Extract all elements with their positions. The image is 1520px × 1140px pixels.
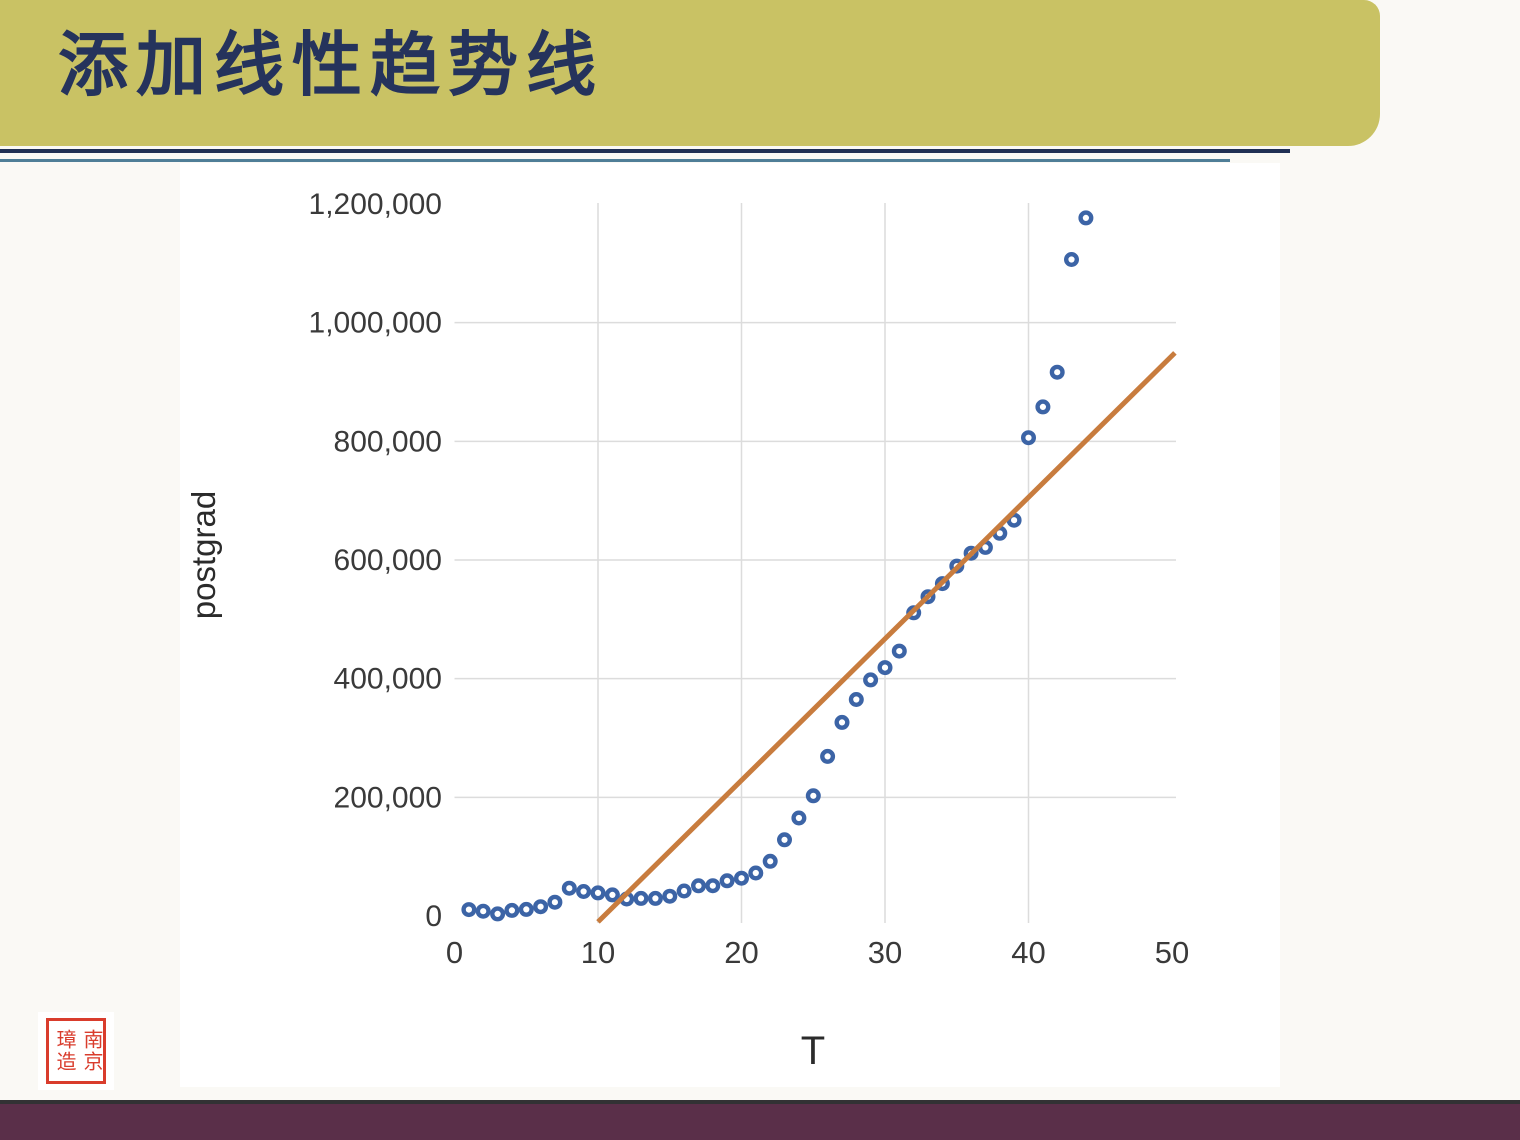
data-point — [1035, 399, 1051, 415]
scatter-chart-panel: 0 200,000 400,000 600,000 800,000 1,000,000 1,… — [180, 163, 1280, 1087]
y-axis-tick-label: 400,000 — [334, 663, 442, 696]
data-point — [533, 899, 549, 915]
data-point — [475, 903, 491, 919]
data-point — [1049, 364, 1065, 380]
divider-navy — [0, 149, 1290, 153]
data-point — [791, 810, 807, 826]
data-point — [820, 748, 836, 764]
seal-text-right: 南京 — [80, 1029, 104, 1073]
y-axis-tick-label: 1,200,000 — [309, 188, 442, 221]
data-point — [518, 901, 534, 917]
x-axis-tick-label: 30 — [868, 935, 902, 970]
data-point — [719, 873, 735, 889]
y-axis-tick-label: 0 — [425, 900, 442, 933]
seal-frame: 南京 璋造 — [46, 1018, 106, 1084]
data-point — [461, 902, 477, 918]
data-point — [1021, 430, 1037, 446]
data-point — [561, 880, 577, 896]
data-point — [662, 888, 678, 904]
y-axis-tick-label: 800,000 — [334, 425, 442, 458]
data-point — [576, 884, 592, 900]
data-point — [547, 894, 563, 910]
x-axis-tick-label: 40 — [1011, 935, 1045, 970]
x-axis-tick-label: 0 — [446, 935, 463, 970]
y-axis-tick-label: 200,000 — [334, 781, 442, 814]
x-axis-tick-label: 10 — [581, 935, 615, 970]
data-point — [705, 878, 721, 894]
data-point — [676, 883, 692, 899]
trendline — [596, 351, 1177, 924]
data-point — [590, 885, 606, 901]
data-point — [647, 890, 663, 906]
data-point — [1078, 210, 1094, 226]
data-point — [504, 902, 520, 918]
data-point — [863, 672, 879, 688]
data-point — [734, 870, 750, 886]
data-point — [834, 714, 850, 730]
x-axis-tick-label: 50 — [1155, 935, 1189, 970]
divider-teal — [0, 159, 1230, 162]
slide-title: 添加线性趋势线 — [58, 23, 604, 106]
data-point — [691, 878, 707, 894]
data-point — [490, 906, 506, 922]
seal-text-left: 璋造 — [53, 1029, 77, 1073]
y-axis-tick-label: 1,000,000 — [309, 307, 442, 340]
data-point — [848, 692, 864, 708]
data-point — [604, 887, 620, 903]
data-point — [877, 660, 893, 676]
data-point — [805, 788, 821, 804]
title-banner: 添加线性趋势线 — [0, 0, 1380, 146]
x-axis-tick-label: 20 — [724, 935, 758, 970]
data-point — [762, 853, 778, 869]
data-point — [748, 865, 764, 881]
data-point — [891, 643, 907, 659]
data-point — [633, 890, 649, 906]
y-axis-title: postgrad — [185, 491, 222, 619]
y-axis-tick-label: 600,000 — [334, 544, 442, 577]
seal-stamp: 南京 璋造 — [38, 1012, 114, 1090]
data-point — [777, 832, 793, 848]
scatter-chart: 0 200,000 400,000 600,000 800,000 1,000,000 1,… — [185, 188, 1189, 1073]
x-axis-title: T — [801, 1029, 825, 1073]
footer-bar — [0, 1100, 1520, 1140]
data-point — [1064, 251, 1080, 267]
